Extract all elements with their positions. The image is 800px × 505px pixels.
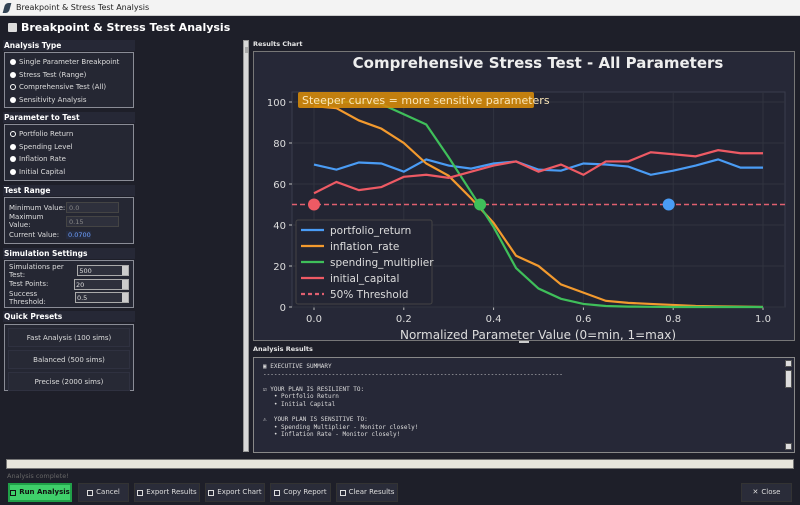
save-icon bbox=[208, 489, 215, 496]
cancel-button[interactable]: Cancel bbox=[78, 483, 129, 502]
clear-results-button[interactable]: Clear Results bbox=[336, 483, 398, 502]
clipboard-icon bbox=[274, 489, 281, 496]
test-points-spinbox[interactable]: 20 bbox=[74, 278, 129, 290]
legend-label: spending_multiplier bbox=[330, 257, 434, 269]
results-text: ▣ EXECUTIVE SUMMARY --------------------… bbox=[263, 363, 563, 439]
sims-per-test-spinbox[interactable]: 500 bbox=[77, 265, 129, 277]
window-title: Breakpoint & Stress Test Analysis bbox=[16, 3, 150, 12]
radio-initial-capital[interactable]: Initial Capital bbox=[5, 166, 133, 179]
series-line-initial_capital bbox=[313, 149, 763, 195]
status-text: Analysis complete! bbox=[7, 472, 69, 480]
legend-label: portfolio_return bbox=[330, 225, 411, 237]
chart-svg: Comprehensive Stress Test - All Paramete… bbox=[267, 54, 786, 342]
min-value-label: Minimum Value: bbox=[9, 203, 66, 212]
page-title-text: Breakpoint & Stress Test Analysis bbox=[21, 21, 231, 34]
threshold-label: Success Threshold: bbox=[9, 289, 46, 306]
y-tick-label: 20 bbox=[273, 262, 286, 273]
x-tick-label: 0.0 bbox=[306, 314, 322, 325]
preset-fast-button[interactable]: Fast Analysis (100 sims) bbox=[8, 328, 130, 347]
window-titlebar: Breakpoint & Stress Test Analysis bbox=[0, 0, 800, 16]
breakpoint-marker bbox=[474, 198, 487, 211]
simulation-settings-label: Simulation Settings bbox=[3, 248, 135, 259]
radio-inflation-rate[interactable]: Inflation Rate bbox=[5, 153, 133, 166]
sims-label: Simulations per Test: bbox=[9, 262, 64, 279]
panel-splitter-scrollbar[interactable] bbox=[243, 40, 249, 452]
legend-box bbox=[295, 219, 433, 305]
radio-sensitivity-analysis[interactable]: Sensitivity Analysis bbox=[5, 94, 133, 107]
app-feather-icon bbox=[2, 3, 12, 13]
play-icon bbox=[10, 489, 17, 496]
pane-sash-handle[interactable] bbox=[519, 341, 529, 343]
x-tick-label: 0.8 bbox=[665, 314, 681, 325]
radio-spending-level[interactable]: Spending Level bbox=[5, 141, 133, 154]
annotation-box bbox=[298, 92, 534, 108]
radio-portfolio-return[interactable]: Portfolio Return bbox=[5, 128, 133, 141]
legend-label: initial_capital bbox=[330, 273, 399, 285]
y-tick-label: 80 bbox=[273, 139, 286, 150]
progress-bar bbox=[6, 459, 794, 469]
simulation-settings-group: Simulations per Test: 500 Test Points: 20 … bbox=[4, 260, 134, 308]
close-icon: ✕ bbox=[752, 488, 759, 496]
run-analysis-button[interactable]: Run Analysis bbox=[8, 483, 72, 502]
results-chart: Comprehensive Stress Test - All Paramete… bbox=[253, 51, 795, 342]
preset-balanced-button[interactable]: Balanced (500 sims) bbox=[8, 350, 130, 369]
copy-report-button[interactable]: Copy Report bbox=[270, 483, 331, 502]
legend-label: 50% Threshold bbox=[330, 289, 408, 301]
max-value-input[interactable]: 0.15 bbox=[66, 215, 119, 227]
series-line-inflation_rate bbox=[313, 105, 764, 309]
chart-title: Comprehensive Stress Test - All Paramete… bbox=[353, 54, 724, 72]
close-button[interactable]: ✕ Close bbox=[741, 483, 792, 502]
x-axis-label: Normalized Parameter Value (0=min, 1=max… bbox=[400, 328, 676, 340]
clear-icon bbox=[339, 489, 346, 496]
analysis-results-label: Analysis Results bbox=[253, 345, 313, 353]
min-value-input[interactable]: 0.0 bbox=[66, 202, 119, 214]
parameter-label: Parameter to Test bbox=[3, 112, 135, 123]
y-tick-label: 40 bbox=[273, 221, 286, 232]
current-value: 0.0700 bbox=[66, 230, 91, 239]
parameter-group: Portfolio Return Spending Level Inflatio… bbox=[4, 124, 134, 181]
max-value-label: Maximum Value: bbox=[9, 213, 44, 230]
legend-label: inflation_rate bbox=[330, 241, 399, 253]
analysis-type-label: Analysis Type bbox=[3, 40, 135, 51]
current-value-label: Current Value: bbox=[9, 230, 60, 239]
x-tick-label: 0.6 bbox=[575, 314, 591, 325]
quick-presets-group: Fast Analysis (100 sims) Balanced (500 s… bbox=[4, 324, 134, 391]
test-points-label: Test Points: bbox=[9, 280, 49, 289]
save-icon bbox=[137, 489, 144, 496]
annotation-text: Steeper curves = more sensitive paramete… bbox=[302, 94, 550, 107]
success-threshold-spinbox[interactable]: 0.5 bbox=[74, 292, 129, 304]
x-tick-label: 0.2 bbox=[396, 314, 412, 325]
test-range-group: Minimum Value: 0.0 Maximum Value: 0.15 Cur… bbox=[4, 197, 134, 244]
export-chart-button[interactable]: Export Chart bbox=[205, 483, 265, 502]
results-scrollbar[interactable] bbox=[785, 360, 792, 450]
radio-comprehensive-test[interactable]: Comprehensive Test (All) bbox=[5, 81, 133, 94]
series-line-portfolio_return bbox=[313, 158, 763, 176]
y-tick-label: 100 bbox=[267, 98, 286, 109]
breakpoint-marker bbox=[662, 198, 675, 211]
page-title: Breakpoint & Stress Test Analysis bbox=[8, 21, 230, 34]
analysis-results-text[interactable]: ▣ EXECUTIVE SUMMARY --------------------… bbox=[253, 357, 795, 453]
radio-stress-test[interactable]: Stress Test (Range) bbox=[5, 69, 133, 82]
stop-icon bbox=[87, 489, 94, 496]
breakpoint-marker bbox=[308, 198, 320, 211]
analysis-type-group: Single Parameter Breakpoint Stress Test … bbox=[4, 52, 134, 108]
y-tick-label: 0 bbox=[280, 303, 286, 314]
radio-single-parameter[interactable]: Single Parameter Breakpoint bbox=[5, 56, 133, 69]
x-tick-label: 1.0 bbox=[755, 314, 771, 325]
quick-presets-label: Quick Presets bbox=[3, 311, 135, 322]
results-chart-label: Results Chart bbox=[253, 40, 303, 48]
chart-icon bbox=[8, 23, 17, 32]
x-tick-label: 0.4 bbox=[486, 314, 502, 325]
export-results-button[interactable]: Export Results bbox=[134, 483, 200, 502]
preset-precise-button[interactable]: Precise (2000 sims) bbox=[8, 372, 130, 391]
y-tick-label: 60 bbox=[273, 180, 286, 191]
test-range-label: Test Range bbox=[3, 185, 135, 196]
